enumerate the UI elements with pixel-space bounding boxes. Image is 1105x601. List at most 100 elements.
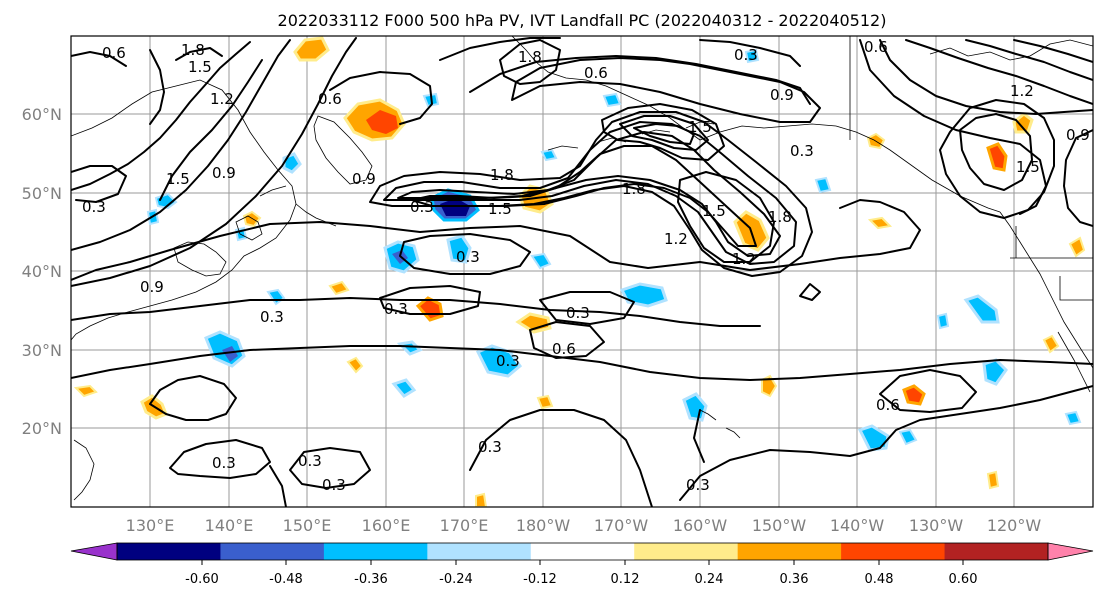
contour-label: 0.6 xyxy=(552,340,576,358)
contour-label: 0.9 xyxy=(1066,126,1090,144)
colorbar-label: -0.24 xyxy=(439,572,473,587)
pv-contour xyxy=(369,111,813,277)
contour-label: 1.5 xyxy=(688,118,712,136)
pv-contour xyxy=(71,345,1093,381)
colorbar-ticks xyxy=(201,560,964,565)
colorbar-segment xyxy=(323,543,428,560)
contour-label: 0.3 xyxy=(734,46,758,64)
anomaly-patch xyxy=(346,356,364,374)
colorbar-segment xyxy=(737,543,842,560)
colorbar-label: 0.36 xyxy=(780,572,809,587)
coastline-north-america-west xyxy=(999,211,1093,369)
pv-contour xyxy=(879,369,977,413)
colorbar-label: -0.36 xyxy=(354,572,388,587)
colorbar-label: -0.60 xyxy=(185,572,219,587)
pv-contour xyxy=(699,39,801,67)
pv-contour xyxy=(959,113,1033,191)
contour-label: 0.9 xyxy=(212,164,236,182)
pv-contour xyxy=(1063,129,1093,227)
lat-label-20n: 20°N xyxy=(22,419,62,438)
colorbar-segment xyxy=(530,543,635,560)
contour-label: 1.5 xyxy=(488,200,512,218)
contour-label: 0.3 xyxy=(322,476,346,494)
contour-label: 1.8 xyxy=(490,166,514,184)
pv-contour xyxy=(71,37,357,287)
pv-contour xyxy=(677,171,775,263)
pv-contour xyxy=(905,39,1093,105)
colorbar-segment xyxy=(117,543,222,560)
pv-contour xyxy=(939,99,1055,219)
colorbar-segment xyxy=(220,543,325,560)
anomaly-patch xyxy=(446,234,472,264)
anomaly-patch xyxy=(536,394,554,410)
contour-label: 1.8 xyxy=(181,41,205,59)
pv-contour xyxy=(71,165,127,203)
contour-label: 1.5 xyxy=(702,202,726,220)
contour-label: 0.3 xyxy=(212,454,236,472)
coastline-alaska xyxy=(511,36,1001,213)
anomaly-patch xyxy=(1068,236,1086,258)
coastline-philippines xyxy=(73,439,95,501)
contour-label: 1.2 xyxy=(732,250,756,268)
pv-contour xyxy=(469,409,653,507)
anomaly-patch xyxy=(761,374,778,398)
pv-contour xyxy=(71,51,127,67)
colorbar-label: 0.48 xyxy=(865,572,894,587)
contour-label: 0.6 xyxy=(876,396,900,414)
contour-label: 0.3 xyxy=(496,352,520,370)
anomaly-patch xyxy=(682,392,708,422)
colorbar-labels: -0.60 -0.48 -0.36 -0.24 -0.12 0.12 0.24 … xyxy=(185,572,977,587)
contour-label: 0.3 xyxy=(260,308,284,326)
contour-label: 1.8 xyxy=(622,180,646,198)
pv-contour xyxy=(439,37,561,61)
coastline-arctic-islands xyxy=(929,39,1093,61)
contour-label: 1.2 xyxy=(664,230,688,248)
anomaly-patch xyxy=(898,428,918,446)
pv-contour xyxy=(175,47,223,61)
anomaly-patch xyxy=(328,280,350,296)
contour-label: 1.8 xyxy=(518,48,542,66)
pv-contour xyxy=(269,465,287,507)
pv-contour xyxy=(1013,39,1093,63)
pv-contour xyxy=(965,39,1093,81)
colorbar-arrow-right xyxy=(1047,542,1094,561)
pv-contour xyxy=(399,233,531,275)
pv-contour xyxy=(379,285,481,315)
contour-label: 0.3 xyxy=(384,300,408,318)
coastline-hawaii xyxy=(699,409,741,439)
anomaly-patch xyxy=(986,470,1000,490)
lon-label-170e: 170°E xyxy=(440,516,489,535)
pv-contour xyxy=(539,291,635,325)
anomaly-patch xyxy=(222,346,238,362)
contour-label: 0.9 xyxy=(352,170,376,188)
anomaly-patch xyxy=(602,92,622,108)
anomaly-patch xyxy=(814,176,832,194)
anomaly-patch xyxy=(857,424,890,452)
coastline-kamchatka xyxy=(313,115,373,185)
anomaly-patch xyxy=(530,252,552,270)
anomaly-patch xyxy=(293,36,330,62)
coastline-baja xyxy=(1057,331,1091,393)
pv-contour xyxy=(469,55,811,105)
colorbar-label: -0.12 xyxy=(523,572,557,587)
colorbar-segment xyxy=(944,543,1049,560)
contour-label: 0.6 xyxy=(102,44,126,62)
lon-label-130e: 130°E xyxy=(126,516,175,535)
colorbar-label: -0.48 xyxy=(269,572,303,587)
map-frame xyxy=(70,35,1094,508)
latitude-axis: 20°N 30°N 40°N 50°N 60°N xyxy=(22,105,62,438)
contour-label: 1.8 xyxy=(768,208,792,226)
lon-label-150w: 150°W xyxy=(752,516,807,535)
anomaly-patch xyxy=(1042,334,1060,354)
contour-label: 1.2 xyxy=(210,90,234,108)
colorbar-label: 0.24 xyxy=(695,572,724,587)
pv-contour xyxy=(601,103,725,161)
pv-contour xyxy=(71,297,761,327)
anomaly-patch xyxy=(540,148,558,162)
lon-label-170w: 170°W xyxy=(594,516,649,535)
lat-label-50n: 50°N xyxy=(22,184,62,203)
contour-label: 0.9 xyxy=(770,86,794,104)
lat-label-30n: 30°N xyxy=(22,341,62,360)
pv-contours xyxy=(71,37,1093,507)
